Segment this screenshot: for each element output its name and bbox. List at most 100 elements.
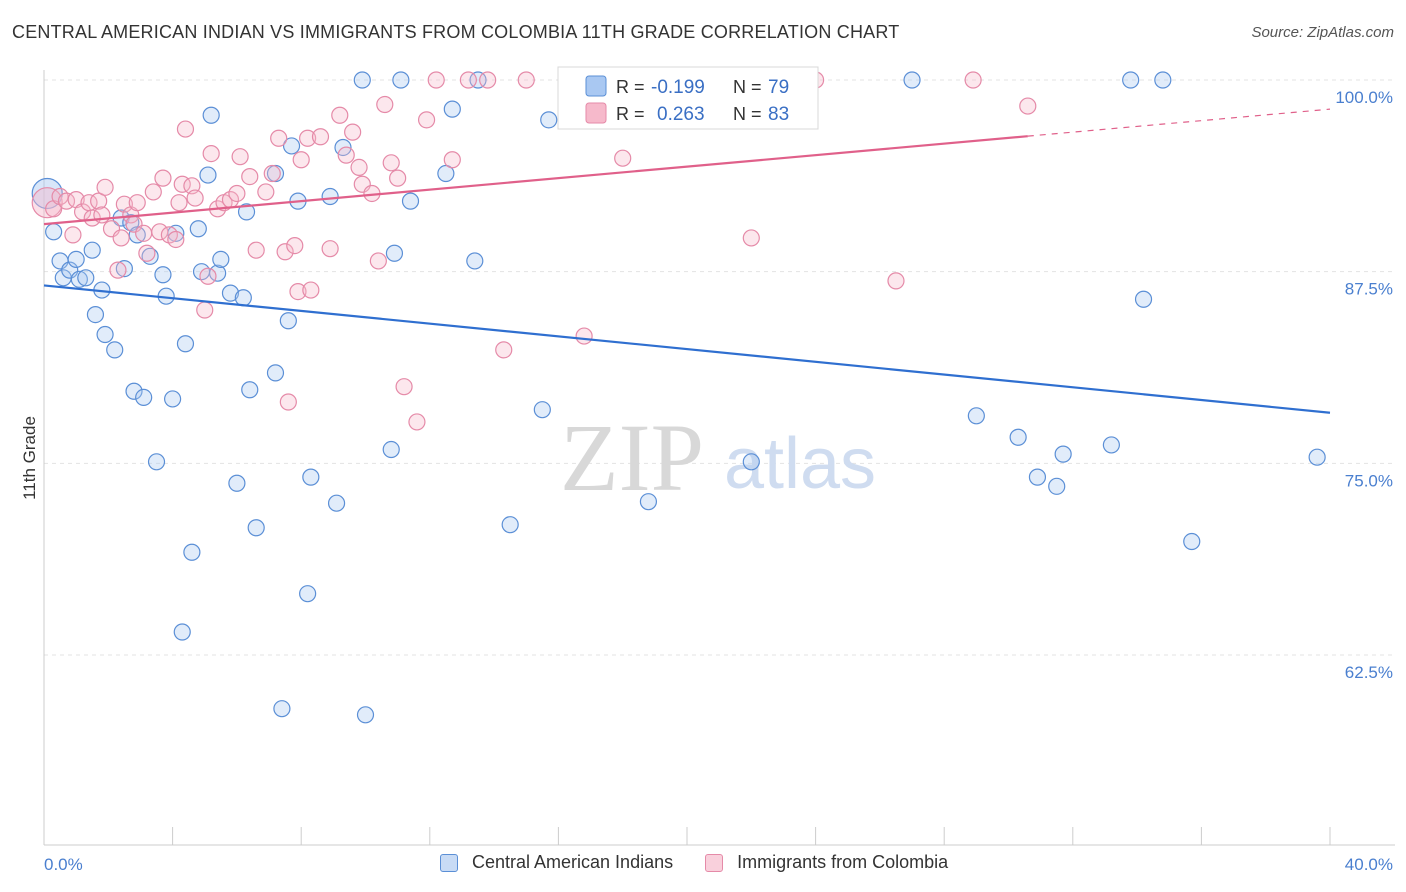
legend-swatch-immigrants-from-colombia: [705, 853, 724, 872]
central-american-indians-point-39: [247, 519, 265, 537]
immigrants-from-colombia-point-43: [270, 129, 288, 147]
legend-n-value-1: 79: [768, 77, 789, 98]
y-tick-label-2: 75.0%: [1345, 471, 1393, 490]
central-american-indians-point-67: [903, 71, 921, 89]
immigrants-from-colombia-point-64: [408, 413, 426, 431]
legend-item-central-american-indians[interactable]: Central American Indians: [440, 852, 673, 873]
immigrants-from-colombia-point-15: [115, 195, 133, 213]
immigrants-from-colombia-point-9: [90, 192, 108, 210]
trend-line-immigrants-from-colombia: [43, 135, 1028, 226]
trend-line-central-american-indians: [43, 284, 1331, 414]
central-american-indians-point-16: [125, 382, 143, 400]
central-american-indians-point-68: [967, 407, 985, 425]
immigrants-from-colombia-point-53: [331, 106, 349, 124]
trend-line-immigrants-from-colombia-extension: [1027, 108, 1331, 137]
top-legend: R = -0.199 N = 79 R = 0.263 N = 83: [557, 66, 819, 130]
immigrants-from-colombia-point-30: [186, 189, 204, 207]
immigrants-from-colombia-point-40: [247, 241, 265, 259]
central-american-indians-point-63: [540, 111, 558, 129]
immigrants-from-colombia-point-31: [196, 301, 214, 319]
immigrants-from-colombia-point-70: [495, 341, 513, 359]
immigrants-from-colombia-point-19: [135, 224, 153, 242]
central-american-indians-point-59: [466, 252, 484, 270]
immigrants-from-colombia-point-49: [299, 129, 317, 147]
legend-label-central-american-indians: Central American Indians: [472, 852, 674, 872]
immigrants-from-colombia-point-21: [144, 183, 162, 201]
x-tick-label-1: 40.0%: [1345, 855, 1393, 874]
central-american-indians-point-27: [183, 543, 201, 561]
central-american-indians-point-31: [202, 106, 220, 124]
central-american-indians-point-42: [273, 700, 291, 718]
central-american-indians-point-18: [135, 388, 153, 406]
chart-source: Source: ZipAtlas.com: [1251, 24, 1394, 41]
central-american-indians-point-25: [173, 623, 191, 641]
central-american-indians-point-14: [115, 260, 133, 278]
immigrants-from-colombia-point-51: [311, 128, 330, 146]
central-american-indians-point-74: [1122, 71, 1140, 89]
central-american-indians-point-11: [96, 325, 114, 344]
legend-item-immigrants-from-colombia[interactable]: Immigrants from Colombia: [705, 852, 948, 873]
immigrants-from-colombia-point-61: [382, 154, 400, 172]
immigrants-from-colombia-point-45: [279, 393, 297, 411]
immigrants-from-colombia-point-38: [231, 148, 249, 166]
immigrants-from-colombia-point-52: [321, 240, 339, 258]
central-american-indians-point-19: [141, 247, 159, 265]
y-tick-label-0: 100.0%: [1335, 88, 1393, 107]
immigrants-from-colombia-point-67: [443, 151, 461, 169]
central-american-indians-point-75: [1134, 290, 1153, 308]
immigrants-from-colombia-point-8: [83, 209, 101, 227]
central-american-indians-point-77: [1183, 532, 1201, 551]
central-american-indians-point-70: [1028, 468, 1047, 486]
immigrants-from-colombia-point-78: [742, 229, 760, 247]
central-american-indians-point-55: [392, 71, 410, 89]
central-american-indians-point-76: [1154, 71, 1172, 89]
central-american-indians-point-52: [356, 706, 375, 724]
immigrants-from-colombia-point-82: [1019, 97, 1037, 115]
immigrants-from-colombia-point-37: [228, 184, 246, 203]
immigrants-from-colombia-point-4: [64, 226, 82, 244]
central-american-indians-point-62: [533, 401, 551, 419]
central-american-indians-point-5: [67, 250, 85, 268]
immigrants-from-colombia-point-56: [350, 158, 368, 176]
axes: [43, 70, 1395, 846]
central-american-indians-point-73: [1102, 436, 1120, 454]
central-american-indians-point-7: [77, 269, 95, 287]
central-american-indians-point-53: [382, 440, 400, 459]
central-american-indians-point-1: [45, 223, 63, 241]
immigrants-from-colombia-point-50: [302, 281, 320, 299]
central-american-indians-point-20: [147, 453, 166, 471]
immigrants-from-colombia-point-25: [167, 230, 185, 249]
immigrants-from-colombia-point-32: [199, 267, 217, 285]
central-american-indians-point-36: [234, 289, 252, 307]
tick-labels: 100.0% 87.5% 75.0% 62.5% 0.0% 40.0%: [44, 88, 1393, 874]
legend-r-label-2: R =: [616, 104, 645, 124]
central-american-indians-point-33: [212, 250, 230, 268]
immigrants-from-colombia-point-81: [964, 71, 982, 89]
trend-lines: [43, 108, 1331, 414]
central-american-indians-point-32: [209, 264, 227, 282]
legend-n-label-2: N =: [733, 104, 762, 124]
central-american-indians-point-28: [189, 220, 207, 238]
central-american-indians-point-66: [742, 453, 760, 471]
immigrants-from-colombia-point-13: [109, 261, 127, 279]
central-american-indians-point-38: [241, 381, 259, 399]
central-american-indians-point-44: [282, 137, 301, 155]
chart-title: CENTRAL AMERICAN INDIAN VS IMMIGRANTS FR…: [12, 22, 900, 42]
legend-r-value-2: 0.263: [657, 104, 705, 125]
watermark-zip: ZIP: [560, 404, 704, 511]
immigrants-from-colombia-point-39: [241, 168, 259, 186]
legend-n-label-1: N =: [733, 77, 762, 97]
central-american-indians-point-17: [128, 226, 146, 244]
central-american-indians-point-61: [501, 516, 519, 534]
central-american-indians-point-60: [469, 71, 487, 89]
legend-r-value-1: -0.199: [651, 77, 705, 98]
x-tick-label-0: 0.0%: [44, 855, 83, 874]
central-american-indians-point-21: [154, 266, 172, 284]
immigrants-from-colombia-point-42: [263, 164, 281, 183]
central-american-indians-point-69: [1009, 428, 1027, 446]
watermark: ZIP atlas: [560, 404, 876, 511]
immigrants-from-colombia-point-28: [176, 120, 195, 138]
watermark-atlas: atlas: [724, 424, 876, 504]
legend-swatch-central-american-indians: [440, 853, 458, 872]
